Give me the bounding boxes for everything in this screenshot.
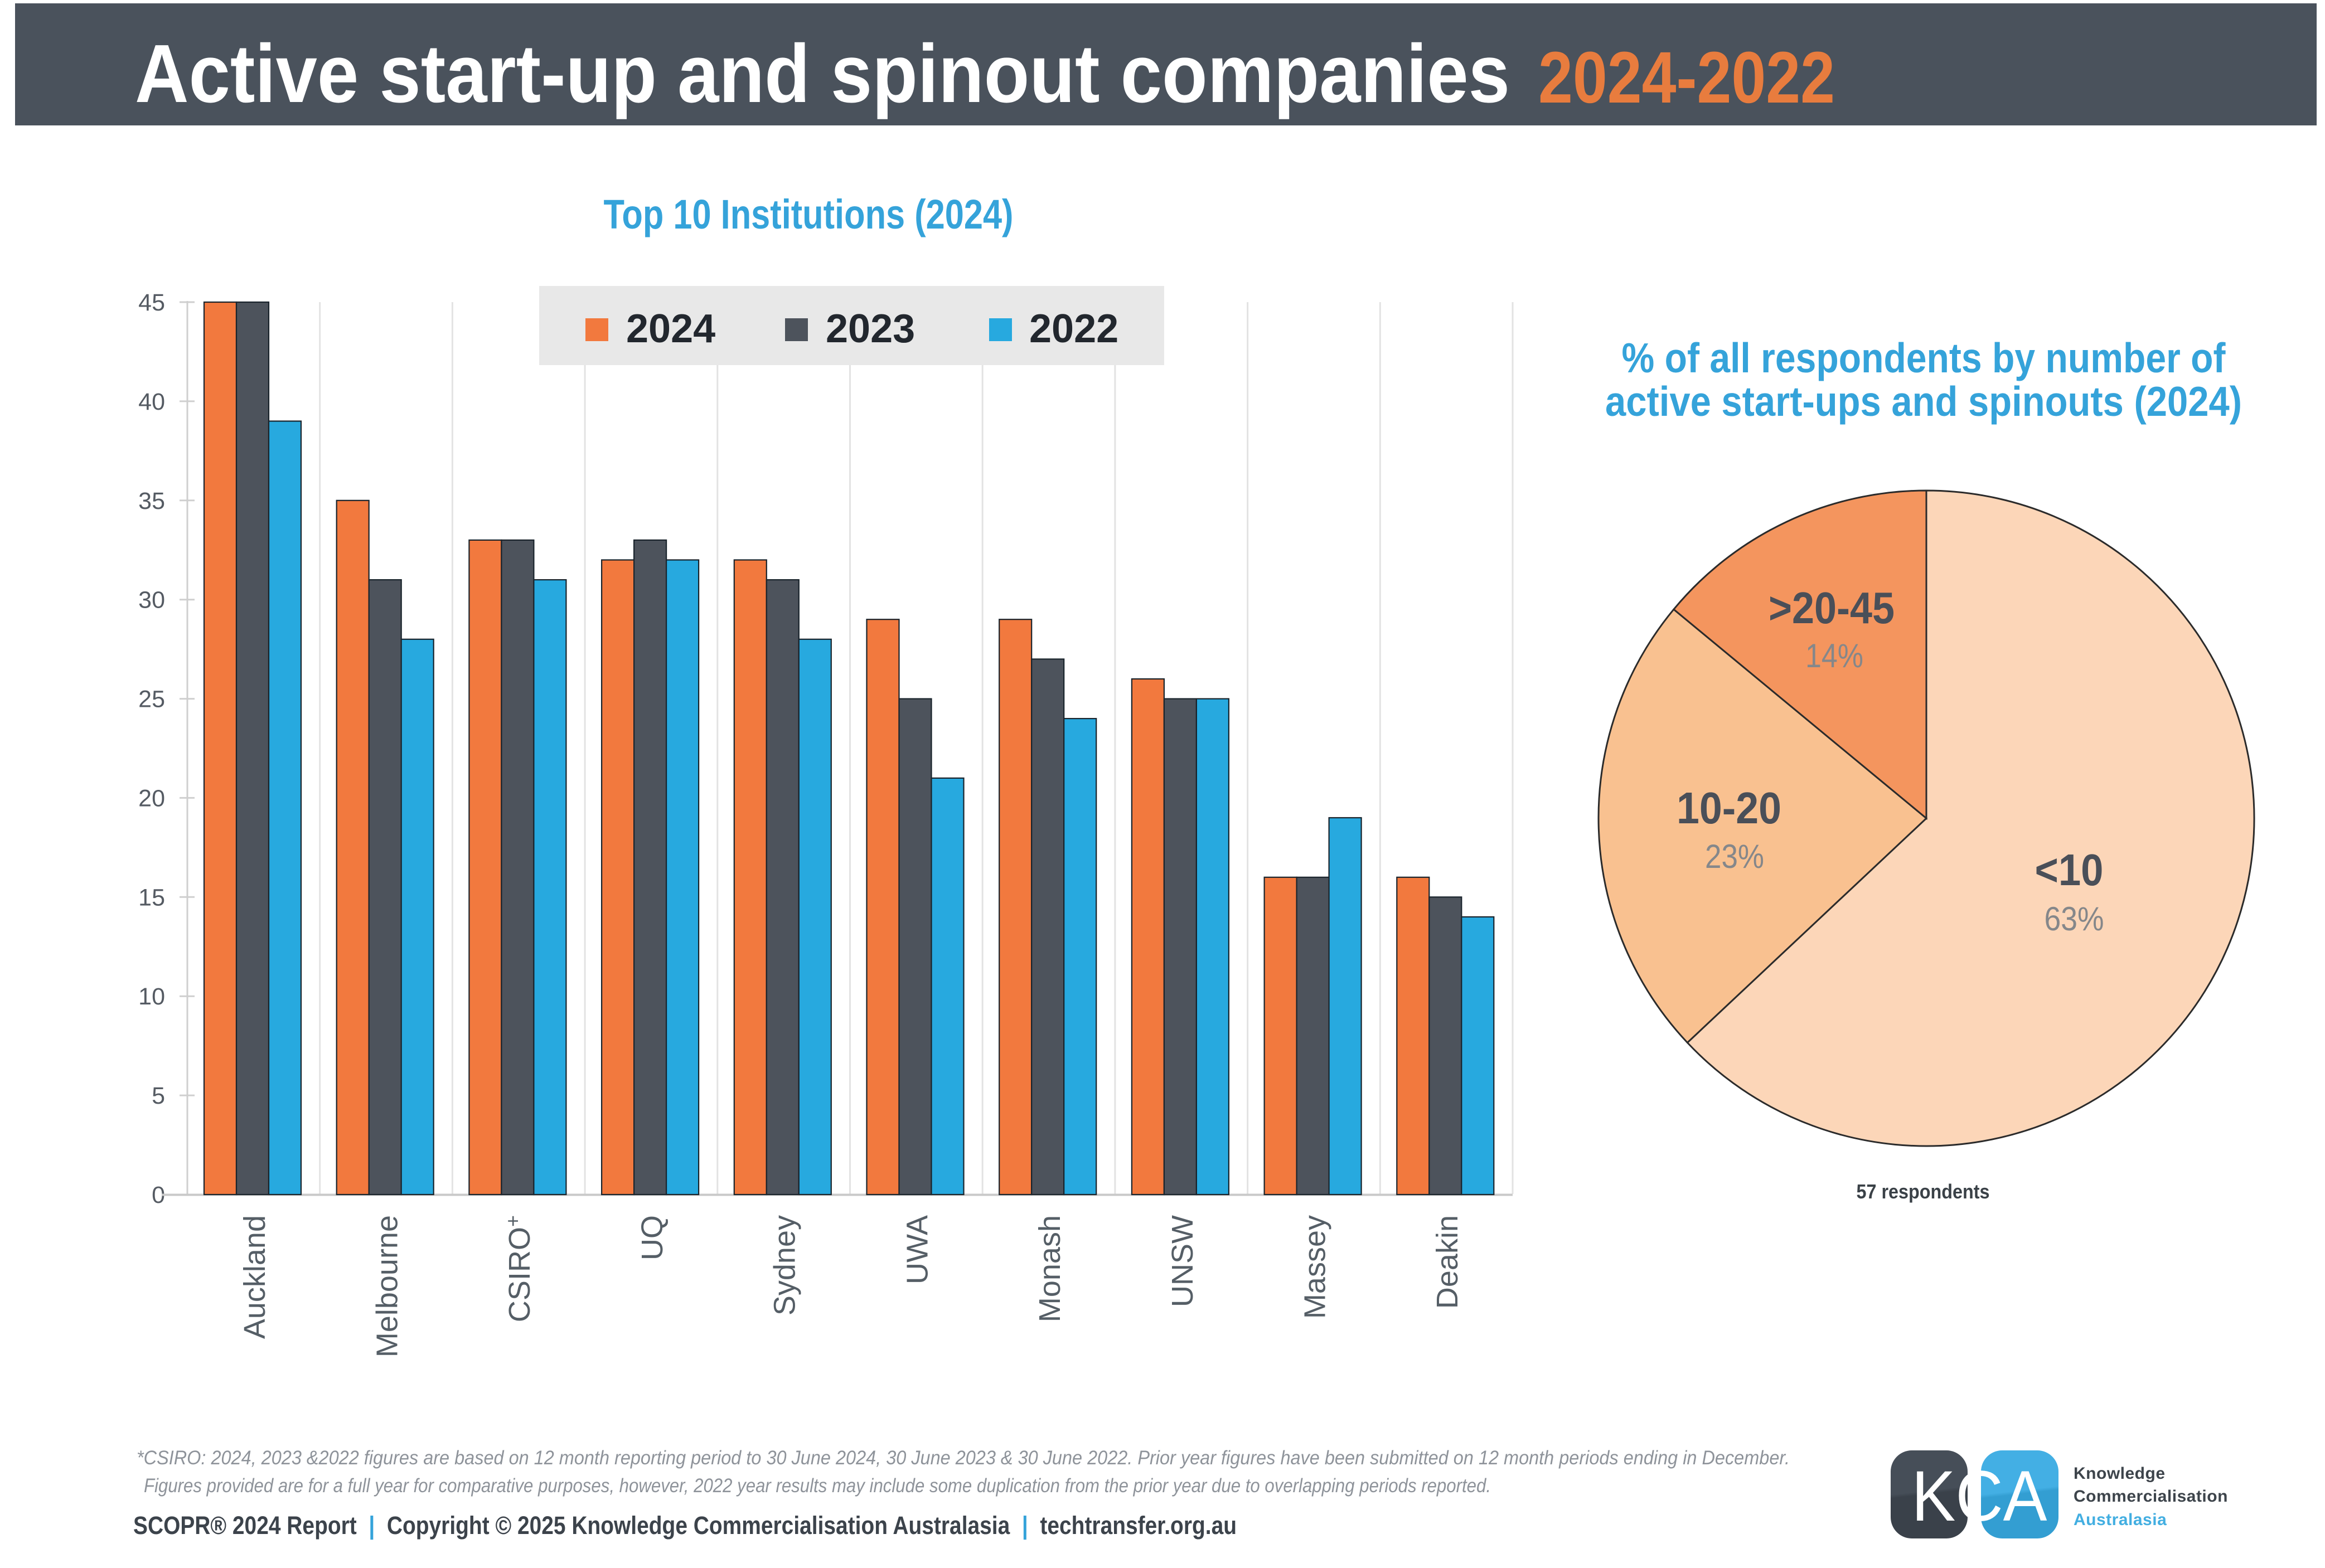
svg-text:35: 35	[138, 488, 165, 514]
svg-text:0: 0	[152, 1182, 165, 1208]
svg-text:% of all respondents by number: % of all respondents by number of	[1622, 334, 2226, 381]
svg-text:Monash: Monash	[1033, 1215, 1067, 1322]
svg-text:30: 30	[138, 587, 165, 614]
svg-text:UQ: UQ	[636, 1215, 669, 1260]
svg-text:Active start-up and spinout co: Active start-up and spinout companies	[135, 28, 1510, 120]
svg-text:40: 40	[138, 389, 165, 415]
svg-text:Sydney: Sydney	[768, 1215, 802, 1315]
svg-text:2024: 2024	[626, 307, 715, 351]
svg-text:KCA: KCA	[1912, 1457, 2048, 1536]
svg-text:2024-2022: 2024-2022	[1538, 36, 1835, 118]
svg-text:Auckland: Auckland	[238, 1215, 272, 1339]
svg-text:10: 10	[138, 983, 165, 1010]
svg-text:57 respondents: 57 respondents	[1857, 1180, 1990, 1203]
svg-text:SCOPR® 2024 Report | Copyrig: SCOPR® 2024 Report | Copyright © 2025 Kn…	[133, 1511, 1237, 1540]
svg-text:14%: 14%	[1805, 637, 1863, 674]
svg-text:Massey: Massey	[1298, 1215, 1331, 1319]
svg-text:2023: 2023	[826, 307, 915, 351]
svg-text:>20-45: >20-45	[1769, 583, 1895, 633]
svg-text:23%: 23%	[1705, 838, 1764, 875]
svg-text:5: 5	[152, 1082, 165, 1109]
svg-text:UWA: UWA	[900, 1215, 934, 1284]
svg-text:active start-ups and spinouts: active start-ups and spinouts (2024)	[1605, 378, 2242, 425]
svg-text:<10: <10	[2035, 845, 2104, 895]
svg-text:15: 15	[138, 884, 165, 911]
svg-text:63%: 63%	[2045, 900, 2104, 938]
svg-text:2022: 2022	[1029, 307, 1118, 351]
svg-text:Knowledge: Knowledge	[2074, 1464, 2166, 1483]
svg-text:Figures provided are for a ful: Figures provided are for a full year for…	[144, 1475, 1491, 1497]
svg-text:Commercialisation: Commercialisation	[2074, 1487, 2228, 1506]
svg-text:45: 45	[138, 289, 165, 316]
svg-text:25: 25	[138, 686, 165, 713]
svg-text:Deakin: Deakin	[1431, 1215, 1464, 1309]
svg-text:*CSIRO: 2024, 2023 &2022 figur: *CSIRO: 2024, 2023 &2022 figures are bas…	[137, 1447, 1790, 1469]
svg-text:Top 10 Institutions (2024): Top 10 Institutions (2024)	[604, 191, 1014, 237]
svg-text:10-20: 10-20	[1677, 783, 1781, 833]
svg-text:Australasia: Australasia	[2074, 1511, 2167, 1529]
svg-text:CSIRO+: CSIRO+	[501, 1215, 536, 1322]
svg-text:20: 20	[138, 785, 165, 812]
svg-text:Melbourne: Melbourne	[371, 1215, 404, 1357]
svg-text:UNSW: UNSW	[1166, 1215, 1199, 1307]
